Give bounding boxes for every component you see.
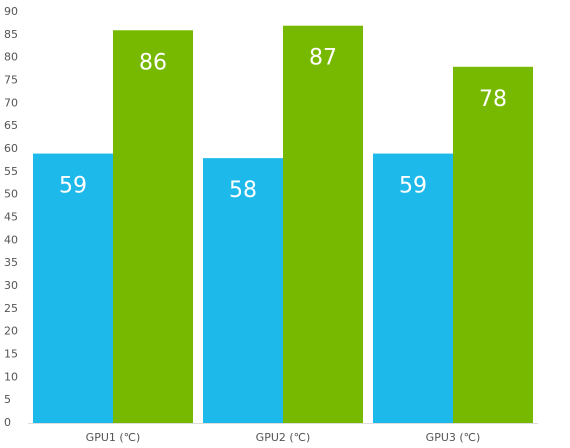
value-label: 78 [479, 87, 507, 112]
y-tick-label: 60 [4, 142, 18, 155]
bar [113, 30, 193, 424]
bar [283, 25, 363, 423]
y-tick-label: 75 [4, 74, 18, 87]
y-tick-label: 50 [4, 188, 18, 201]
value-label: 58 [229, 178, 257, 203]
y-tick-label: 80 [4, 51, 18, 64]
y-tick-label: 20 [4, 325, 18, 338]
bar [373, 153, 453, 424]
y-tick-label: 0 [4, 416, 11, 429]
bar [33, 153, 113, 424]
bar [203, 158, 283, 423]
x-tick-label: GPU2 (℃) [256, 431, 311, 444]
y-tick-label: 35 [4, 256, 18, 269]
y-tick-label: 90 [4, 5, 18, 18]
y-tick-label: 10 [4, 370, 18, 383]
y-tick-label: 85 [4, 28, 18, 41]
value-label: 59 [399, 174, 427, 199]
y-tick-label: 40 [4, 233, 18, 246]
y-tick-label: 15 [4, 348, 18, 361]
y-tick-label: 45 [4, 211, 18, 224]
y-tick-label: 70 [4, 96, 18, 109]
y-tick-label: 30 [4, 279, 18, 292]
y-tick-label: 5 [4, 393, 11, 406]
value-label: 87 [309, 46, 337, 71]
x-tick-label: GPU1 (℃) [86, 431, 141, 444]
x-tick-label: GPU3 (℃) [426, 431, 481, 444]
y-tick-label: 25 [4, 302, 18, 315]
y-tick-label: 55 [4, 165, 18, 178]
y-tick-label: 65 [4, 119, 18, 132]
value-label: 59 [59, 174, 87, 199]
bar [453, 66, 533, 424]
value-label: 86 [139, 50, 167, 75]
